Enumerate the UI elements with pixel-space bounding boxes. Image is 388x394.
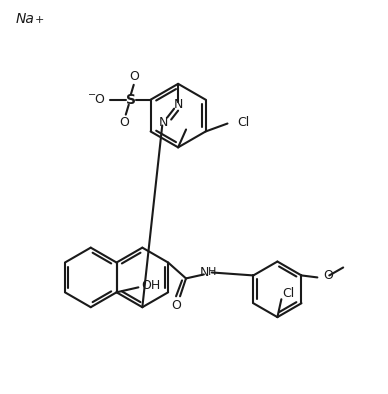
Text: Cl: Cl — [282, 287, 294, 300]
Text: OH: OH — [142, 279, 161, 292]
Text: O: O — [94, 93, 104, 106]
Text: Na: Na — [15, 12, 34, 26]
Text: +: + — [35, 15, 45, 25]
Text: N: N — [173, 98, 183, 111]
Text: −: − — [88, 90, 96, 100]
Text: O: O — [129, 71, 139, 84]
Text: O: O — [171, 299, 181, 312]
Text: Cl: Cl — [237, 116, 249, 129]
Text: N: N — [200, 266, 210, 279]
Text: O: O — [323, 269, 333, 282]
Text: S: S — [126, 93, 136, 107]
Text: N: N — [159, 116, 168, 129]
Text: H: H — [208, 268, 216, 277]
Text: O: O — [119, 116, 129, 129]
